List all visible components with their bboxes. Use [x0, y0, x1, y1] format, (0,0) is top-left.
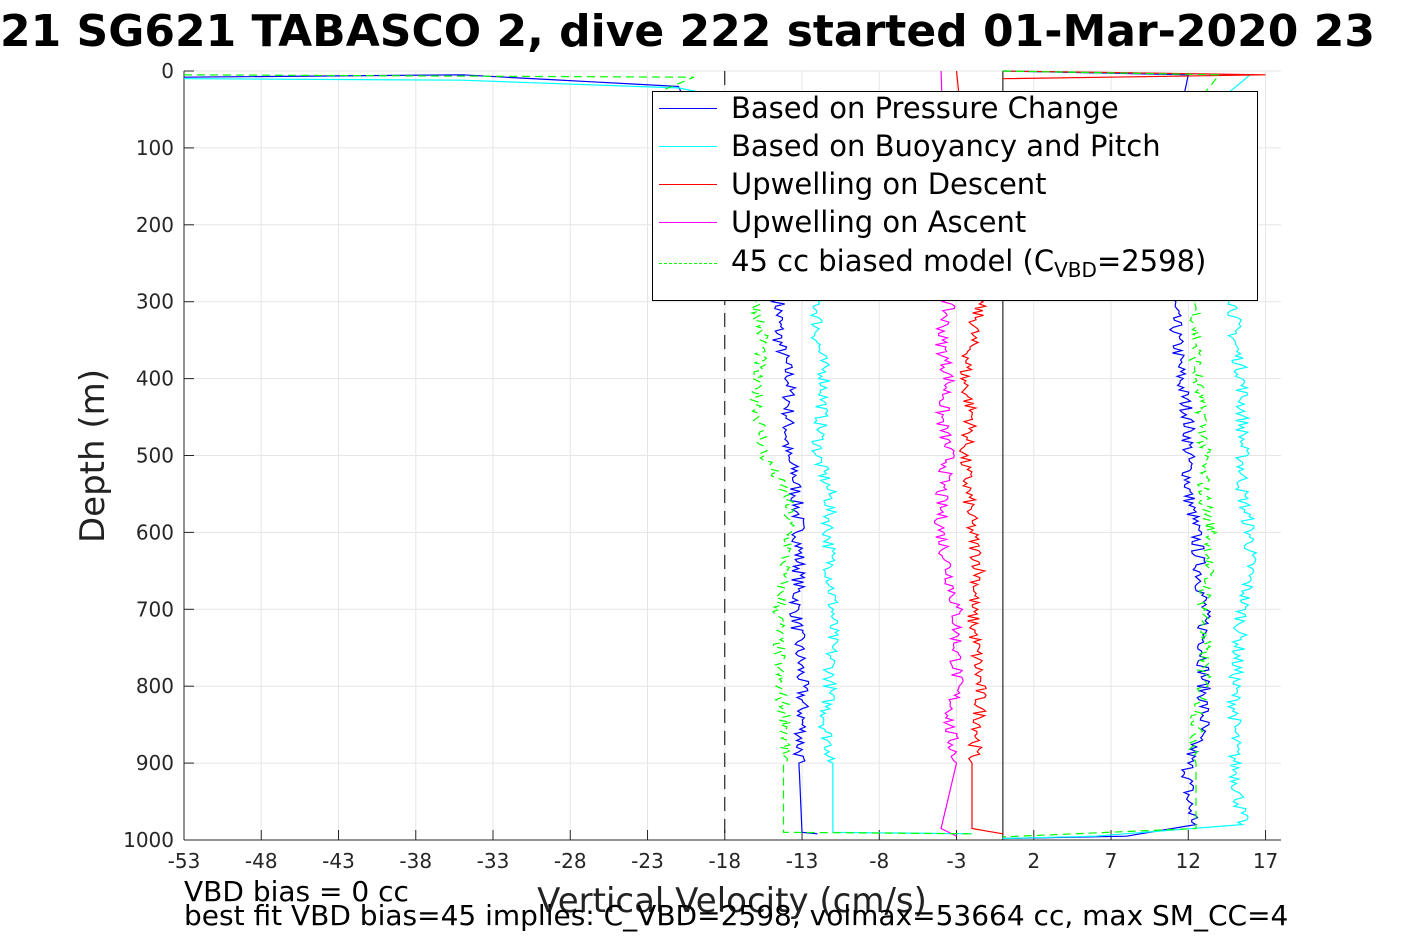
x-tick-label: -48 [245, 849, 278, 873]
legend-model-suffix: =2598) [1096, 244, 1207, 278]
x-tick-label: -33 [477, 849, 510, 873]
x-tick-label: -8 [869, 849, 889, 873]
x-tick-label: -28 [554, 849, 587, 873]
legend-line-ascent [659, 221, 717, 223]
x-tick-label: 12 [1176, 849, 1201, 873]
x-tick-label: -53 [168, 849, 201, 873]
legend-model-sub: VBD [1054, 258, 1097, 282]
legend-label-descent: Upwelling on Descent [731, 167, 1047, 201]
y-tick-label: 100 [136, 136, 174, 160]
legend-model-prefix: 45 cc biased model (C [731, 244, 1055, 278]
y-tick-label: 400 [136, 367, 174, 391]
y-tick-label: 1000 [123, 828, 174, 852]
x-axis-label: Vertical Velocity (cm/s) [537, 881, 927, 921]
series-line-upwelling-on-descent-1 [1002, 70, 1266, 80]
x-tick-label: 7 [1105, 849, 1118, 873]
ticklabel-layer: -53 -48 -43 -38 -33 -28 -23 -18 -13 -8 -3 2 7 12 17 0 10… [123, 59, 1278, 873]
y-tick-label: 500 [136, 444, 174, 468]
legend-item-descent: Upwelling on Descent [659, 165, 1047, 203]
y-axis-label: Depth (m) [73, 369, 113, 543]
y-tick-label: 600 [136, 520, 174, 544]
x-tick-label: -18 [708, 849, 741, 873]
legend-item-ascent: Upwelling on Ascent [659, 203, 1026, 241]
legend-line-descent [659, 183, 717, 185]
x-tick-label: 17 [1253, 849, 1278, 873]
legend-line-buoyancy [659, 145, 717, 147]
y-tick-label: 700 [136, 597, 174, 621]
y-tick-label: 800 [136, 674, 174, 698]
legend-label-buoyancy: Based on Buoyancy and Pitch [731, 129, 1161, 163]
chart-title: 21 SG621 TABASCO 2, dive 222 started 01-… [0, 6, 1375, 57]
legend: Based on Pressure Change Based on Buoyan… [652, 91, 1258, 301]
x-tick-label: -43 [322, 849, 355, 873]
x-tick-label: -38 [399, 849, 432, 873]
y-tick-label: 900 [136, 751, 174, 775]
legend-label-model: 45 cc biased model (CVBD=2598) [731, 244, 1206, 282]
legend-label-ascent: Upwelling on Ascent [731, 205, 1027, 239]
best-fit-note: best fit VBD bias=45 implies: C_VBD=2598… [184, 899, 1289, 932]
legend-label-pressure: Based on Pressure Change [731, 91, 1119, 125]
x-tick-label: 2 [1027, 849, 1040, 873]
vbd-bias-note: VBD bias = 0 cc [184, 875, 409, 908]
y-tick-label: 0 [161, 59, 174, 83]
legend-item-model: 45 cc biased model (CVBD=2598) [659, 244, 1206, 282]
legend-item-pressure: Based on Pressure Change [659, 89, 1119, 127]
x-tick-label: -13 [786, 849, 819, 873]
y-tick-label: 200 [136, 213, 174, 237]
legend-item-buoyancy: Based on Buoyancy and Pitch [659, 127, 1161, 165]
x-tick-label: -23 [631, 849, 664, 873]
y-tick-label: 300 [136, 290, 174, 314]
x-tick-label: -3 [947, 849, 967, 873]
legend-line-model [659, 262, 717, 264]
legend-line-pressure [659, 107, 717, 109]
